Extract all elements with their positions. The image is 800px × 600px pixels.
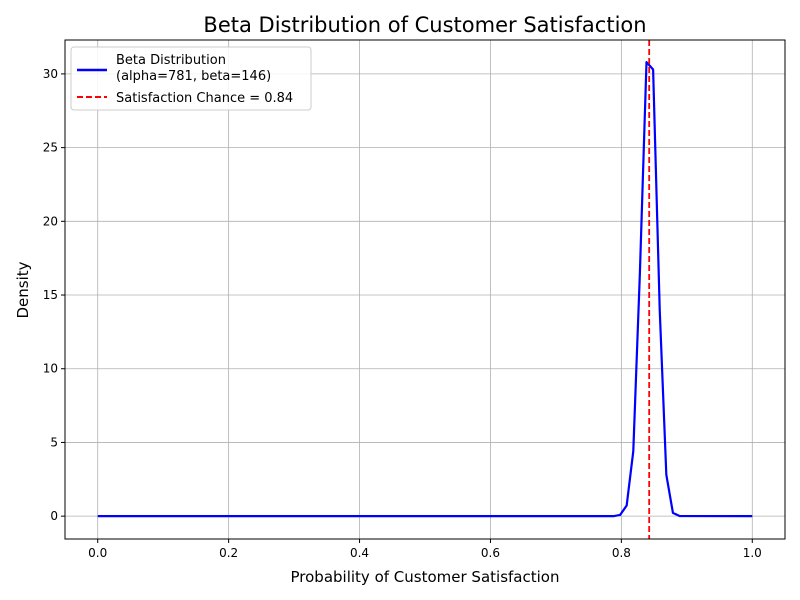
legend-label-satisfaction: Satisfaction Chance = 0.84 (116, 91, 293, 106)
y-tick-label: 15 (43, 288, 58, 302)
y-tick-label: 20 (43, 214, 58, 228)
y-tick-label: 10 (43, 362, 58, 376)
y-axis-title: Density (14, 261, 32, 318)
y-tick-label: 25 (43, 141, 58, 155)
y-axis-ticks: 0 5 10 15 20 25 30 (43, 67, 65, 523)
series-layer (97, 40, 753, 539)
x-axis-ticks: 0.0 0.2 0.4 0.6 0.8 1.0 (88, 539, 762, 560)
x-tick-label: 1.0 (743, 546, 762, 560)
y-tick-label: 0 (50, 509, 58, 523)
x-tick-label: 0.6 (481, 546, 500, 560)
x-tick-label: 0.2 (219, 546, 238, 560)
x-tick-label: 0.0 (88, 546, 107, 560)
x-axis-title: Probability of Customer Satisfaction (291, 568, 560, 586)
legend-label-beta-line2: (alpha=781, beta=146) (116, 69, 271, 84)
chart-title: Beta Distribution of Customer Satisfacti… (203, 13, 646, 37)
plot-frame (64, 39, 786, 540)
x-tick-label: 0.4 (350, 546, 369, 560)
grid-lines (65, 40, 785, 539)
y-tick-label: 5 (50, 435, 58, 449)
legend-label-beta-line1: Beta Distribution (116, 53, 226, 68)
legend-box (70, 46, 312, 111)
y-tick-label: 30 (43, 67, 58, 81)
beta-distribution-line (97, 61, 753, 518)
legend: Beta Distribution (alpha=781, beta=146) … (70, 46, 312, 111)
x-tick-label: 0.8 (612, 546, 631, 560)
